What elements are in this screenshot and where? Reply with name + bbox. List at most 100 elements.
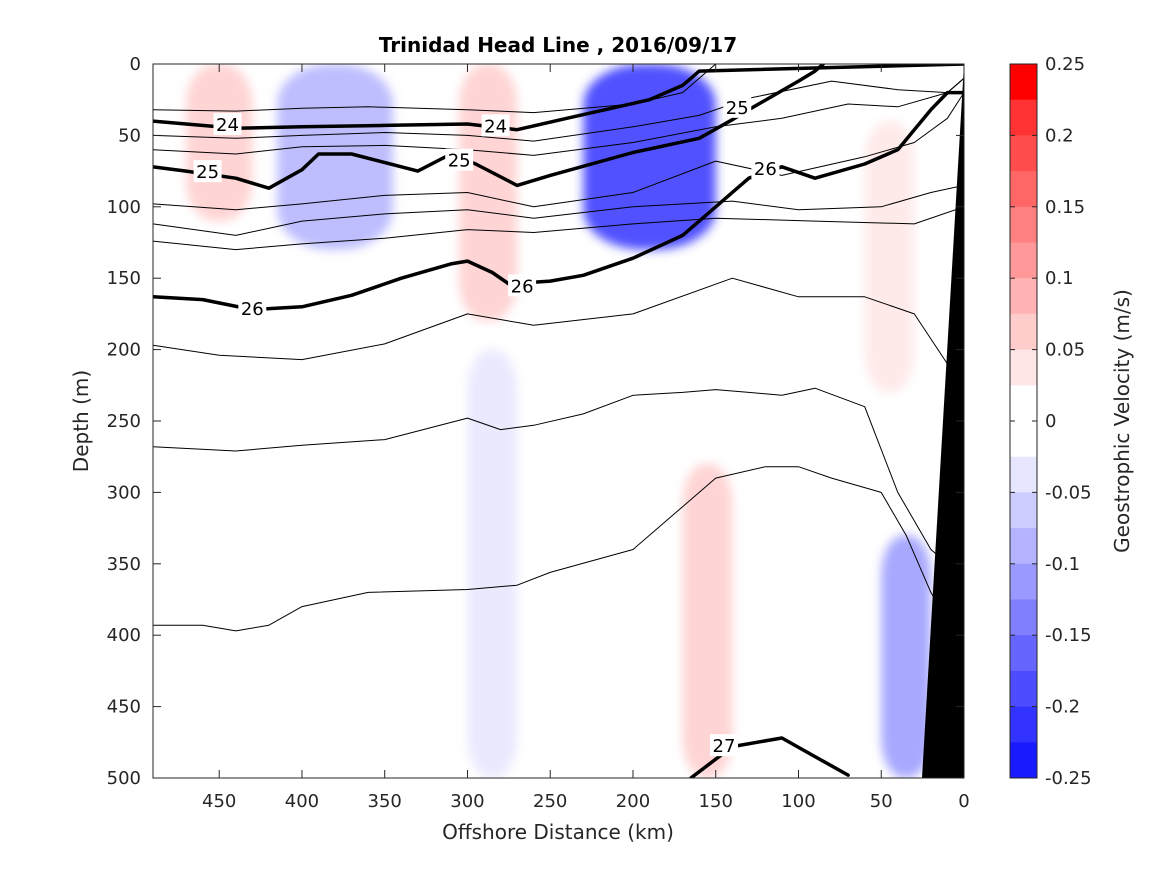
- y-tick-label: 50: [118, 125, 141, 146]
- contour-label-bg: [481, 114, 510, 137]
- contour-label-bg: [508, 274, 537, 297]
- colorbar-ticks: 0.25 0.2 0.15 0.1 0.05 0 -0.05 -0.1 -0.15 -0.2 -0.…: [1010, 54, 1092, 789]
- isopycnal-thin: [153, 77, 964, 156]
- y-tick-label: 300: [107, 482, 141, 503]
- contour-label: 26: [511, 276, 534, 297]
- contour-label-bg: [238, 297, 267, 320]
- x-tick-label: 150: [699, 791, 733, 812]
- contour-label: 25: [448, 151, 471, 172]
- contour-label-bg: [445, 148, 474, 171]
- y-tick-label: 500: [107, 768, 141, 789]
- colorbar-tick-label: -0.1: [1045, 554, 1080, 575]
- colorbar-label: Geostrophic Velocity (m/s): [1110, 289, 1134, 553]
- contour-label-bg: [723, 95, 752, 118]
- x-tick-label: 100: [781, 791, 815, 812]
- velocity-patch: [682, 463, 733, 778]
- y-tick-label: 450: [107, 697, 141, 718]
- y-tick-label: 200: [107, 340, 141, 361]
- velocity-patch: [881, 535, 931, 778]
- y-tick-label: 250: [107, 411, 141, 432]
- velocity-patch: [277, 64, 393, 250]
- colorbar-swatch: [1010, 421, 1037, 458]
- velocity-patch: [864, 121, 915, 393]
- colorbar-swatch: [1010, 563, 1037, 600]
- colorbar-swatch: [1010, 385, 1037, 422]
- x-tick-label: 200: [616, 791, 650, 812]
- colorbar-tick-label: -0.15: [1045, 625, 1092, 646]
- colorbar-swatch: [1010, 171, 1037, 208]
- colorbar-swatch: [1010, 528, 1037, 565]
- contour-label: 24: [484, 116, 507, 137]
- colorbar-tick-label: 0.2: [1045, 125, 1074, 146]
- contour-label-bg: [710, 734, 739, 757]
- colorbar-swatch: [1010, 492, 1037, 529]
- colorbar-swatch: [1010, 135, 1037, 172]
- isopycnal-thin: [153, 184, 964, 236]
- isopycnal-thin: [153, 77, 964, 142]
- contour-label: 25: [726, 98, 749, 119]
- colorbar-swatch: [1010, 64, 1037, 101]
- y-tick-label: 350: [107, 554, 141, 575]
- isopycnal-bold: [689, 736, 850, 778]
- colorbar-swatch: [1010, 706, 1037, 743]
- contour-label: 25: [196, 162, 219, 183]
- isopycnal-bold: [153, 90, 964, 312]
- contour-label-bg: [193, 160, 222, 183]
- x-tick-label: 0: [958, 791, 969, 812]
- y-tick-label: 0: [130, 54, 141, 75]
- colorbar-swatch: [1010, 742, 1037, 779]
- x-axis-label: Offshore Distance (km): [442, 820, 674, 844]
- colorbar-swatch: [1010, 456, 1037, 493]
- colorbar-tick-label: -0.2: [1045, 697, 1080, 718]
- x-axis: 450 400 350 300 250 200 150 100 50 0: [202, 64, 970, 812]
- colorbar-tick-label: 0.25: [1045, 54, 1085, 75]
- x-tick-label: 50: [870, 791, 893, 812]
- colorbar-tick-label: 0: [1045, 411, 1056, 432]
- y-axis-label: Depth (m): [69, 370, 93, 472]
- isopycnal-thin: [153, 387, 964, 579]
- colorbar-tick-label: -0.25: [1045, 768, 1092, 789]
- isopycnal-contours: [153, 64, 964, 778]
- contour-label-bg: [751, 157, 780, 180]
- colorbar-swatch: [1010, 313, 1037, 351]
- colorbar-swatch: [1010, 670, 1037, 708]
- contour-label: 26: [241, 299, 264, 320]
- colorbar-swatch: [1010, 635, 1037, 672]
- y-tick-label: 400: [107, 625, 141, 646]
- isopycnal-labels: 24 24 25 25 25 26 26 26 27: [193, 95, 780, 757]
- velocity-patch: [186, 64, 253, 222]
- velocity-patch: [583, 64, 716, 250]
- colorbar-tick-label: 0.1: [1045, 268, 1074, 289]
- seafloor-bathymetry: [922, 64, 964, 778]
- colorbar-tick-label: 0.05: [1045, 340, 1085, 361]
- isopycnal-thin: [153, 277, 964, 393]
- contour-label: 26: [754, 159, 777, 180]
- velocity-patch: [467, 349, 518, 778]
- colorbar-swatch: [1010, 99, 1037, 136]
- isopycnal-thin: [153, 206, 964, 251]
- x-tick-label: 250: [533, 791, 567, 812]
- y-tick-label: 100: [107, 197, 141, 218]
- velocity-field: [186, 64, 931, 778]
- isopycnal-thin: [153, 466, 948, 632]
- x-tick-label: 400: [285, 791, 319, 812]
- chart-title: Trinidad Head Line , 2016/09/17: [379, 33, 737, 57]
- contour-label: 24: [216, 115, 239, 136]
- x-tick-label: 300: [450, 791, 484, 812]
- colorbar-swatch: [1010, 242, 1037, 279]
- colorbar-tick-label: -0.05: [1045, 482, 1092, 503]
- contour-label: 27: [713, 736, 736, 757]
- colorbar-tick-label: 0.15: [1045, 197, 1085, 218]
- x-tick-label: 450: [202, 791, 236, 812]
- colorbar-swatch: [1010, 599, 1037, 636]
- y-tick-label: 150: [107, 268, 141, 289]
- colorbar: [1010, 64, 1037, 779]
- colorbar-swatch: [1010, 206, 1037, 243]
- colorbar-swatch: [1010, 278, 1037, 315]
- colorbar-swatch: [1010, 349, 1037, 386]
- x-tick-label: 350: [368, 791, 402, 812]
- contour-label-bg: [213, 112, 242, 135]
- isopycnal-thin: [153, 92, 964, 211]
- y-axis: 0 50 100 150 200 250 300 350 400 450 500: [107, 54, 964, 789]
